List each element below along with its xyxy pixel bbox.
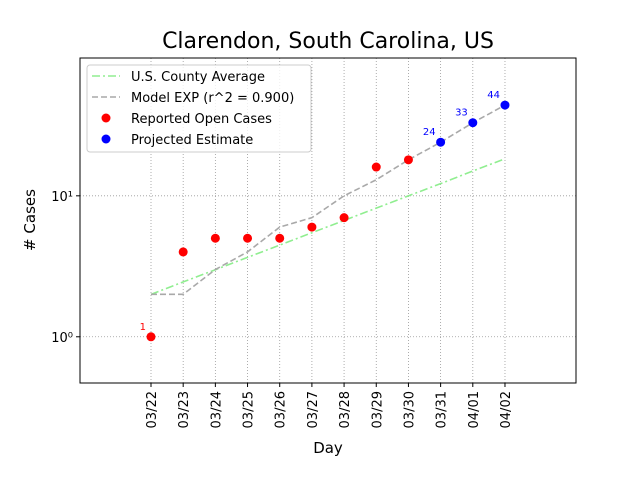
x-tick-label: 03/31 [435, 391, 450, 428]
x-tick-label: 04/02 [499, 391, 514, 428]
data-point [178, 247, 188, 257]
data-point [371, 162, 381, 172]
data-point [275, 233, 285, 243]
series-line [151, 104, 506, 296]
x-tick-label: 03/30 [402, 391, 417, 428]
data-point [436, 137, 446, 147]
series-line [150, 158, 506, 296]
x-tick-label: 04/01 [467, 391, 482, 428]
legend-box [86, 64, 312, 153]
data-point [146, 332, 156, 342]
legend-label: Reported Open Cases [131, 112, 272, 127]
data-point [500, 100, 510, 110]
data-label: 33 [455, 108, 468, 119]
y-tick-label: 10⁰ [51, 331, 73, 346]
y-axis-label: # Cases [21, 189, 39, 251]
legend-marker [101, 134, 111, 144]
legend-marker [101, 113, 111, 123]
x-tick-label: 03/25 [242, 391, 257, 428]
data-label: 44 [487, 90, 500, 101]
x-tick-label: 03/22 [145, 391, 160, 428]
x-tick-label: 03/28 [338, 391, 353, 428]
data-label: 24 [423, 127, 436, 138]
data-point [210, 233, 220, 243]
x-tick-label: 03/23 [177, 391, 192, 428]
x-tick-label: 03/26 [274, 391, 289, 428]
y-tick-label: 10¹ [51, 190, 73, 205]
plot-frame [79, 57, 577, 384]
data-point [339, 213, 349, 223]
x-tick-label: 03/27 [306, 391, 321, 428]
legend-label: Model EXP (r^2 = 0.900) [131, 91, 294, 106]
data-label: 1 [140, 322, 146, 333]
x-axis-label: Day [313, 439, 343, 457]
legend-label: Projected Estimate [131, 133, 253, 148]
data-point [243, 233, 253, 243]
data-point [468, 118, 478, 128]
legend-label: U.S. County Average [131, 70, 265, 85]
x-tick-label: 03/24 [209, 391, 224, 428]
x-tick-label: 03/29 [370, 391, 385, 428]
chart-title: Clarendon, South Carolina, US [162, 29, 494, 54]
data-point [307, 222, 317, 232]
data-point [403, 155, 413, 165]
